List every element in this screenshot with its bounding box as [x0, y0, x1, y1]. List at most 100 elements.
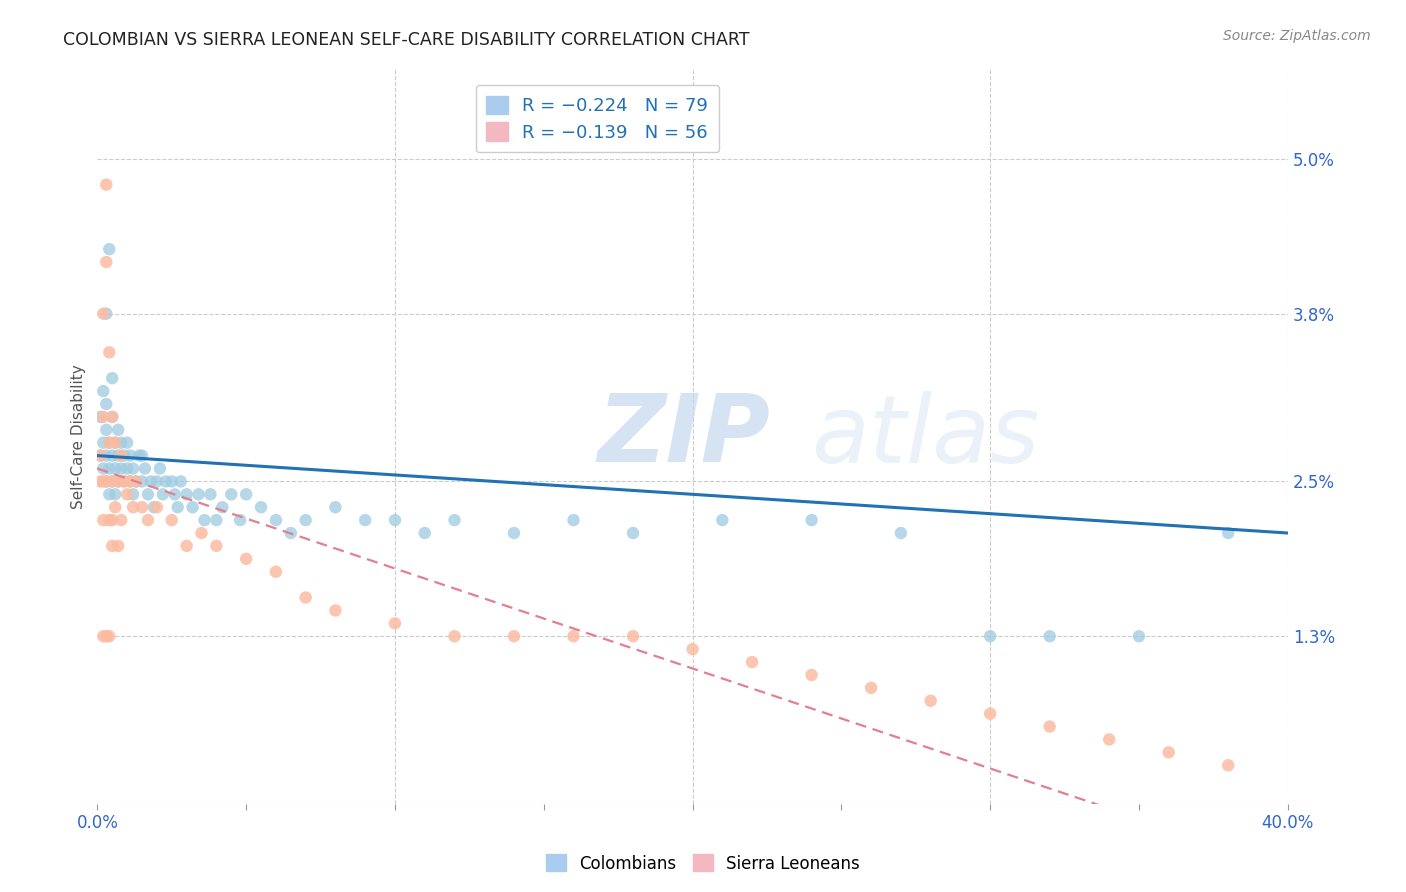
- Point: [264, 513, 287, 527]
- Point: [325, 603, 347, 617]
- Point: [741, 655, 763, 669]
- Point: [280, 526, 302, 541]
- Point: [96, 307, 118, 321]
- Point: [96, 397, 118, 411]
- Point: [160, 475, 183, 489]
- Point: [91, 409, 114, 424]
- Point: [1039, 629, 1062, 643]
- Text: Source: ZipAtlas.com: Source: ZipAtlas.com: [1223, 29, 1371, 44]
- Point: [107, 423, 129, 437]
- Point: [89, 475, 111, 489]
- Point: [146, 475, 169, 489]
- Point: [800, 668, 823, 682]
- Point: [101, 449, 124, 463]
- Point: [110, 461, 132, 475]
- Point: [1128, 629, 1150, 643]
- Point: [131, 475, 153, 489]
- Point: [131, 449, 153, 463]
- Point: [200, 487, 222, 501]
- Point: [104, 435, 127, 450]
- Point: [142, 500, 165, 515]
- Point: [139, 475, 162, 489]
- Point: [91, 435, 114, 450]
- Point: [110, 513, 132, 527]
- Point: [101, 475, 124, 489]
- Point: [621, 629, 644, 643]
- Point: [98, 435, 121, 450]
- Point: [149, 461, 172, 475]
- Point: [443, 513, 465, 527]
- Point: [193, 513, 215, 527]
- Point: [1039, 720, 1062, 734]
- Point: [96, 423, 118, 437]
- Point: [96, 475, 118, 489]
- Point: [128, 449, 150, 463]
- Legend: R = −0.224   N = 79, R = −0.139   N = 56: R = −0.224 N = 79, R = −0.139 N = 56: [475, 85, 718, 153]
- Point: [443, 629, 465, 643]
- Point: [101, 513, 124, 527]
- Point: [91, 629, 114, 643]
- Point: [235, 487, 257, 501]
- Point: [621, 526, 644, 541]
- Text: COLOMBIAN VS SIERRA LEONEAN SELF-CARE DISABILITY CORRELATION CHART: COLOMBIAN VS SIERRA LEONEAN SELF-CARE DI…: [63, 31, 749, 49]
- Point: [120, 449, 142, 463]
- Point: [112, 449, 135, 463]
- Point: [112, 475, 135, 489]
- Point: [294, 591, 316, 605]
- Point: [503, 629, 526, 643]
- Point: [155, 475, 177, 489]
- Point: [115, 461, 138, 475]
- Point: [91, 307, 114, 321]
- Point: [860, 681, 883, 695]
- Point: [187, 487, 209, 501]
- Point: [112, 475, 135, 489]
- Point: [979, 706, 1001, 721]
- Point: [98, 461, 121, 475]
- Point: [354, 513, 377, 527]
- Point: [250, 500, 273, 515]
- Point: [104, 500, 127, 515]
- Point: [98, 629, 121, 643]
- Point: [110, 435, 132, 450]
- Point: [107, 449, 129, 463]
- Point: [131, 500, 153, 515]
- Point: [107, 475, 129, 489]
- Point: [979, 629, 1001, 643]
- Point: [101, 475, 124, 489]
- Point: [219, 487, 242, 501]
- Point: [205, 539, 228, 553]
- Point: [152, 487, 174, 501]
- Point: [682, 642, 704, 657]
- Point: [98, 487, 121, 501]
- Point: [562, 513, 585, 527]
- Point: [96, 449, 118, 463]
- Point: [115, 487, 138, 501]
- Legend: Colombians, Sierra Leoneans: Colombians, Sierra Leoneans: [540, 847, 866, 880]
- Point: [800, 513, 823, 527]
- Point: [503, 526, 526, 541]
- Point: [211, 500, 233, 515]
- Point: [96, 255, 118, 269]
- Point: [89, 449, 111, 463]
- Point: [96, 475, 118, 489]
- Point: [264, 565, 287, 579]
- Point: [98, 242, 121, 256]
- Point: [163, 487, 186, 501]
- Point: [134, 461, 156, 475]
- Point: [1098, 732, 1121, 747]
- Point: [160, 513, 183, 527]
- Point: [101, 371, 124, 385]
- Point: [110, 449, 132, 463]
- Point: [91, 513, 114, 527]
- Point: [890, 526, 912, 541]
- Point: [136, 487, 159, 501]
- Point: [384, 513, 406, 527]
- Point: [91, 384, 114, 398]
- Point: [120, 475, 142, 489]
- Point: [170, 475, 193, 489]
- Point: [1157, 745, 1180, 759]
- Point: [235, 551, 257, 566]
- Point: [125, 475, 148, 489]
- Point: [413, 526, 436, 541]
- Point: [125, 475, 148, 489]
